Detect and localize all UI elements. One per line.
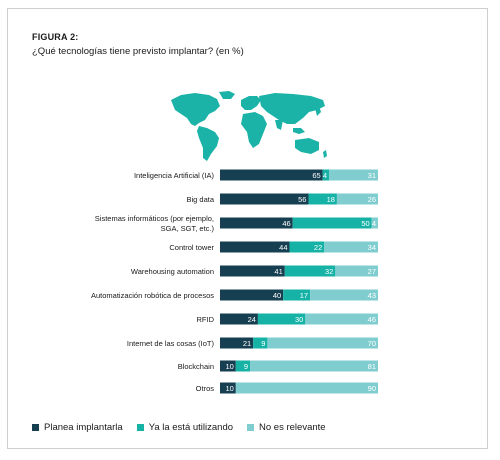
data-label: 10 [225,362,233,371]
data-label: 65 [312,171,320,180]
data-label: 70 [368,339,376,348]
data-label: 40 [273,291,281,300]
data-label: 17 [300,291,308,300]
legend-item: No es relevante [247,422,326,433]
legend-label: Planea implantarla [44,422,123,433]
data-label: 9 [244,362,248,371]
data-label: 56 [298,195,306,204]
bar-segment [250,360,378,372]
bar-segment [310,289,378,301]
bar-segment [284,265,336,277]
bar-segment [322,169,330,181]
bar-segment [220,382,236,394]
data-label: 21 [243,339,251,348]
category-label: Inteligencia Artificial (IA) [134,171,215,180]
legend-label: Ya la está utilizando [148,422,234,433]
bar-segment [257,313,306,325]
category-label: Automatización robótica de procesos [91,291,214,300]
data-label: 4 [372,219,376,228]
legend-item: Ya la está utilizando [136,422,234,433]
bar-segment [220,265,285,277]
legend-label: No es relevante [259,422,326,433]
data-label: 9 [261,339,265,348]
category-label: Internet de las cosas (IoT) [127,339,215,348]
data-label: 10 [225,384,233,393]
data-label: 46 [282,219,290,228]
category-label: Warehousing automation [131,267,214,276]
category-labels: Inteligencia Artificial (IA) Big data Sist… [91,171,215,393]
category-label: Big data [186,195,214,204]
legend-item: Planea implantarla [32,422,123,433]
data-label: 43 [368,291,376,300]
bar-segment [220,337,254,349]
data-label: 44 [279,243,287,252]
bar-segment [289,241,325,253]
data-label: 22 [314,243,322,252]
bar-segment [220,289,284,301]
data-label: 90 [368,384,376,393]
bar-segment [235,382,378,394]
legend-swatch [136,424,144,431]
legend: Planea implantarla Ya la está utilizando N… [32,422,340,433]
category-label: Control tower [169,243,214,252]
bar-segment [292,217,372,229]
data-label: 18 [327,195,335,204]
figure-label: FIGURA 2: [32,32,79,42]
bar-segment [371,217,378,229]
data-label: 41 [274,267,282,276]
data-label: 26 [368,195,376,204]
legend-swatch [32,424,39,431]
bar-segment [324,241,378,253]
data-label: 46 [368,315,376,324]
legend-swatch [247,424,255,431]
bar-segment [305,313,378,325]
data-label: 4 [323,171,327,180]
bar-segment [235,360,251,372]
data-label: 50 [361,219,369,228]
bar-segment [336,193,378,205]
figure-frame [7,8,488,449]
bar-segment [335,265,378,277]
bars [220,169,378,394]
category-label: Blockchain [178,362,214,371]
bar-segment [220,169,323,181]
bar-segment [267,337,378,349]
data-label: 24 [248,315,256,324]
data-label: 30 [295,315,303,324]
bar-segment [329,169,378,181]
data-label: 27 [368,267,376,276]
bar-segment [283,289,311,301]
bar-segment [253,337,268,349]
bar-segment [220,193,309,205]
world-map-icon [165,90,333,164]
category-label: RFID [197,315,215,324]
data-label: 31 [368,171,376,180]
category-label: Otros [196,384,215,393]
world-map-graphic [171,91,327,161]
bar-segment [220,241,290,253]
data-label: 34 [368,243,376,252]
bar-segment [308,193,337,205]
data-label: 32 [325,267,333,276]
bar-segment [220,217,293,229]
category-label: Sistemas informáticos (por ejemplo, SGA, … [95,214,215,233]
figure-subtitle: ¿Qué tecnologías tiene previsto implanta… [32,46,244,57]
data-label: 81 [368,362,376,371]
bar-segment [220,313,258,325]
bar-segment [220,360,236,372]
